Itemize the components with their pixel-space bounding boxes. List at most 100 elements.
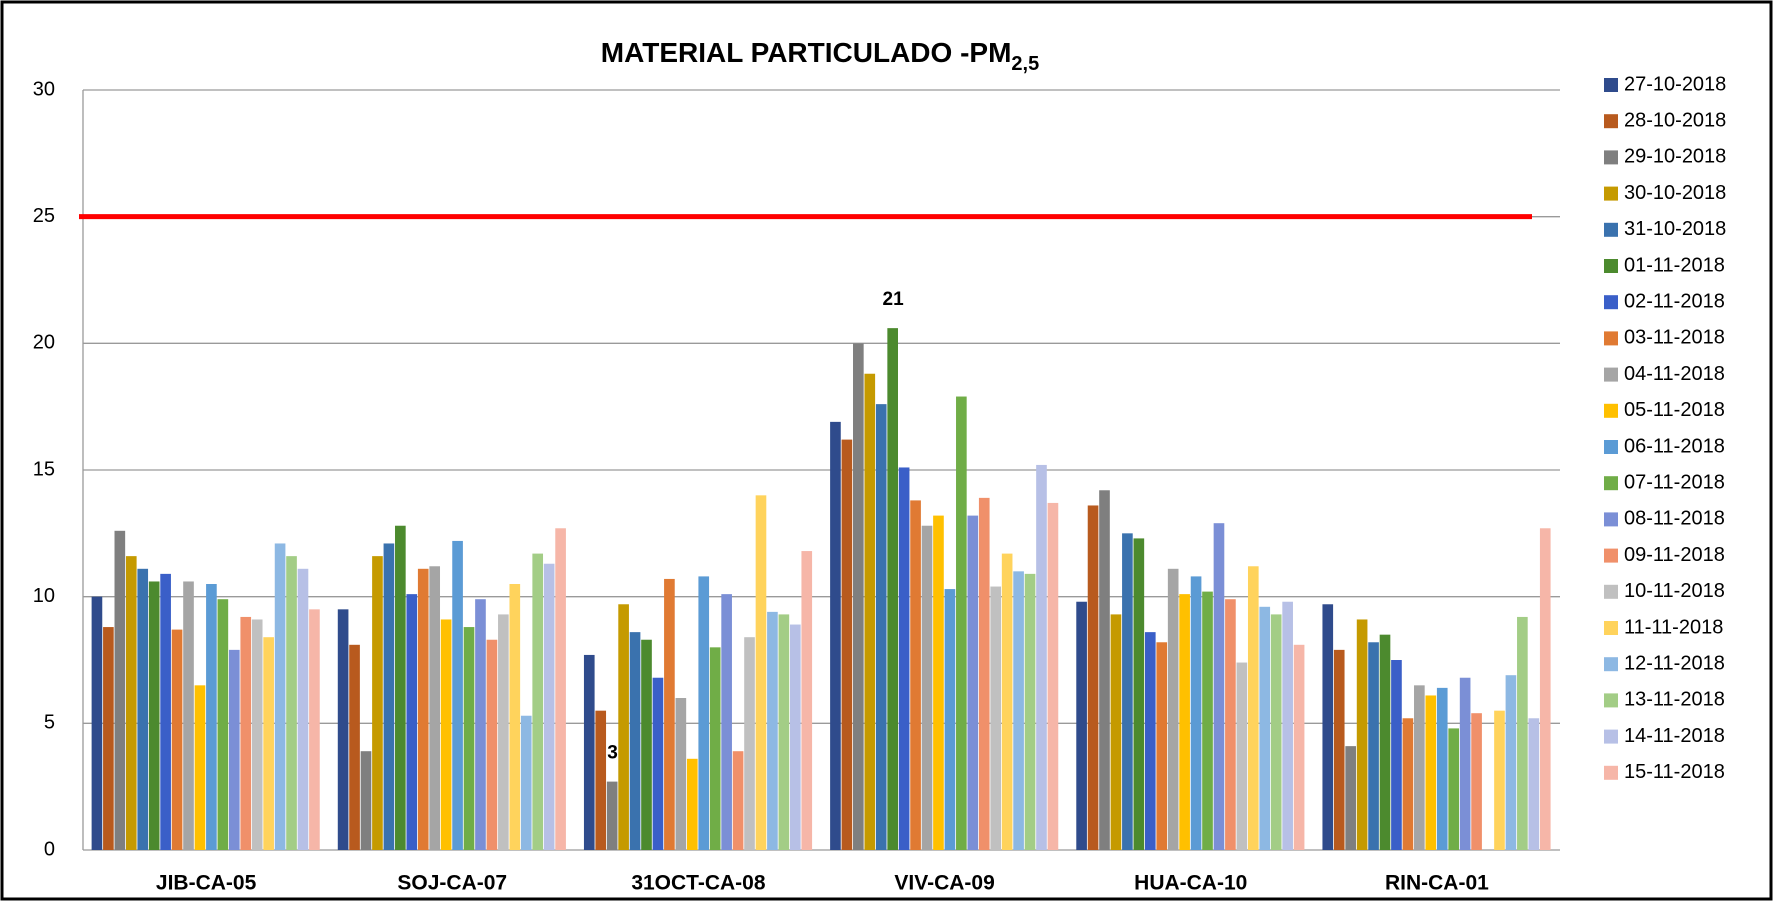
bar <box>1270 614 1282 850</box>
legend-label: 06-11-2018 <box>1624 435 1725 457</box>
bar <box>240 616 252 850</box>
bar <box>1368 642 1379 850</box>
data-label: 3 <box>607 743 618 764</box>
bar <box>744 637 755 850</box>
bar <box>1190 576 1202 850</box>
bar <box>618 604 629 850</box>
legend-label: 08-11-2018 <box>1624 508 1725 530</box>
bar <box>417 568 429 850</box>
legend-swatch <box>1604 150 1618 165</box>
x-tick-label: RIN-CA-01 <box>1385 872 1489 895</box>
x-tick-label: JIB-CA-05 <box>156 872 257 895</box>
legend-label: 09-11-2018 <box>1624 544 1725 566</box>
legend-label: 04-11-2018 <box>1624 363 1725 385</box>
bar <box>1179 594 1190 850</box>
y-tick-label: 25 <box>33 205 55 227</box>
bar <box>1322 604 1334 850</box>
legend-swatch <box>1604 403 1618 418</box>
legend-label: 03-11-2018 <box>1624 327 1725 349</box>
bar <box>194 685 206 850</box>
bar <box>263 637 274 850</box>
bar <box>1110 614 1122 850</box>
bar <box>1391 660 1402 850</box>
bar <box>1333 649 1345 850</box>
legend-label: 29-10-2018 <box>1624 146 1726 168</box>
bar <box>978 497 990 850</box>
bar <box>1379 634 1391 850</box>
bar <box>675 698 687 850</box>
bar <box>1517 616 1528 850</box>
bar <box>360 751 372 850</box>
bar <box>830 421 841 850</box>
bar <box>606 781 618 850</box>
bar <box>956 396 967 850</box>
bar <box>148 581 160 850</box>
bar <box>698 576 710 850</box>
bar <box>206 584 217 850</box>
bar <box>463 627 475 850</box>
bar <box>1047 502 1059 850</box>
bar <box>1356 619 1368 850</box>
bar <box>755 495 767 850</box>
bar <box>137 568 149 850</box>
bar <box>520 715 532 850</box>
bar <box>395 525 406 850</box>
bar <box>629 632 641 850</box>
bar <box>1099 490 1110 850</box>
legend-label: 12-11-2018 <box>1624 652 1725 674</box>
x-tick-label: 31OCT-CA-08 <box>631 872 766 895</box>
bar <box>1156 642 1168 850</box>
bar <box>543 563 555 850</box>
legend-swatch <box>1604 765 1618 780</box>
legend-label: 31-10-2018 <box>1624 218 1726 240</box>
bar <box>103 627 114 850</box>
legend-swatch <box>1604 114 1618 129</box>
title-subscript: 2,5 <box>1011 53 1039 75</box>
legend-label: 01-11-2018 <box>1624 254 1725 276</box>
bar <box>406 594 418 850</box>
legend-label: 07-11-2018 <box>1624 471 1725 493</box>
legend-swatch <box>1604 186 1618 201</box>
bar <box>778 614 790 850</box>
bar <box>944 589 956 850</box>
y-tick-label: 20 <box>33 332 55 354</box>
legend-swatch <box>1604 657 1618 672</box>
bar <box>1459 677 1471 850</box>
bar <box>875 404 887 850</box>
bar <box>898 467 910 850</box>
bar <box>91 596 103 850</box>
legend-label: 27-10-2018 <box>1624 73 1726 95</box>
title-main: MATERIAL PARTICULADO -PM <box>601 37 1012 68</box>
bar <box>933 515 944 850</box>
bar <box>532 553 544 850</box>
bar <box>709 647 721 850</box>
bar <box>1122 533 1133 850</box>
legend-label: 15-11-2018 <box>1624 761 1725 783</box>
legend-swatch <box>1604 367 1618 382</box>
bar <box>1087 505 1099 850</box>
bar <box>1259 606 1271 850</box>
legend-swatch <box>1604 78 1618 92</box>
legend-swatch <box>1604 621 1618 635</box>
bar <box>1494 710 1505 850</box>
legend-label: 11-11-2018 <box>1624 616 1723 638</box>
bar <box>1001 553 1013 850</box>
bar <box>732 751 744 850</box>
bar <box>1144 632 1156 850</box>
bar <box>440 619 452 850</box>
bar <box>686 758 698 850</box>
chart-title: MATERIAL PARTICULADO -PM2,5 <box>601 37 1039 75</box>
bar <box>555 528 566 850</box>
bar <box>1425 695 1437 850</box>
bar <box>921 525 933 850</box>
bar <box>509 584 521 850</box>
legend-swatch <box>1604 259 1618 273</box>
bar <box>429 566 441 850</box>
legend-swatch <box>1604 331 1618 346</box>
bar <box>160 573 171 850</box>
legend-swatch <box>1604 222 1618 237</box>
legend-swatch <box>1604 440 1618 454</box>
bar <box>1213 523 1225 850</box>
